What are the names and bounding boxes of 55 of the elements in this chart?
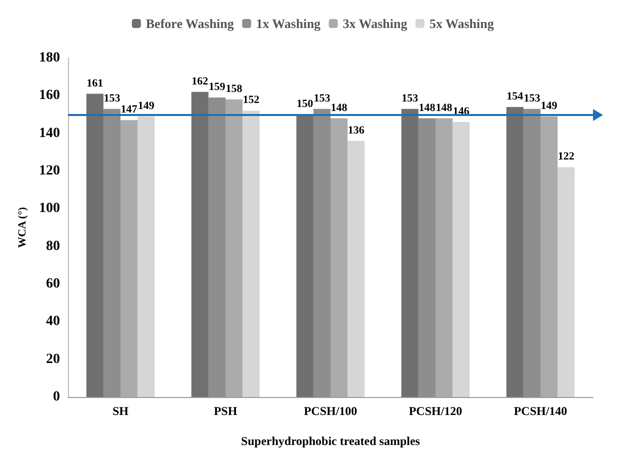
- bar: [138, 116, 155, 397]
- data-label: 150: [296, 98, 314, 110]
- y-tick-label: 140: [39, 126, 60, 141]
- data-label: 154: [506, 90, 524, 102]
- legend-label: 1x Washing: [256, 16, 322, 31]
- bar: [330, 118, 348, 397]
- y-tick-label: 40: [46, 314, 60, 330]
- data-label: 153: [402, 92, 419, 104]
- y-tick-label: 180: [39, 50, 60, 66]
- y-axis-title: WCA (°): [16, 206, 29, 248]
- bar: [86, 94, 104, 397]
- bar: [242, 110, 260, 397]
- x-tick-label: PCSH/120: [408, 404, 462, 418]
- x-tick-label: PCSH/100: [304, 404, 358, 418]
- data-label: 153: [314, 92, 331, 104]
- legend-label: 5x Washing: [429, 16, 494, 31]
- bar: [452, 122, 470, 397]
- data-label: 136: [348, 124, 365, 136]
- y-tick-label: 100: [39, 201, 60, 216]
- bar: [296, 114, 314, 397]
- data-label: 148: [436, 102, 453, 114]
- y-tick-label: 60: [46, 276, 60, 292]
- bar: [120, 120, 138, 397]
- x-tick-label: PSH: [214, 404, 238, 418]
- data-label: 158: [226, 82, 243, 95]
- data-label: 153: [104, 92, 121, 104]
- y-tick-label: 120: [39, 164, 60, 178]
- bar: [506, 106, 524, 397]
- bar: [226, 99, 243, 397]
- bar: [558, 167, 575, 397]
- x-axis-title: Superhydrophobic treated samples: [241, 434, 420, 448]
- data-label: 162: [192, 75, 209, 88]
- data-label: 159: [208, 81, 226, 94]
- data-label: 152: [242, 94, 260, 106]
- y-tick-label: 80: [46, 238, 60, 254]
- data-label: 148: [330, 102, 348, 114]
- data-label: 147: [120, 104, 138, 116]
- bar: [191, 92, 208, 397]
- x-tick-label: SH: [112, 404, 130, 418]
- y-tick-label: 160: [39, 88, 60, 104]
- data-label: 153: [524, 92, 541, 104]
- bar: [401, 108, 418, 397]
- bar: [436, 118, 453, 397]
- y-tick-label: 0: [53, 390, 60, 404]
- data-label: 149: [540, 100, 558, 112]
- bar: [540, 116, 558, 397]
- y-tick-label: 20: [46, 352, 60, 367]
- data-label: 149: [138, 100, 155, 112]
- data-label: 161: [86, 77, 104, 90]
- legend-label: Before Washing: [146, 16, 234, 31]
- legend-label: 3x Washing: [342, 16, 408, 31]
- bar: [348, 140, 365, 397]
- data-label: 122: [558, 150, 575, 163]
- x-tick-label: PCSH/140: [514, 404, 568, 418]
- data-label: 148: [418, 102, 436, 114]
